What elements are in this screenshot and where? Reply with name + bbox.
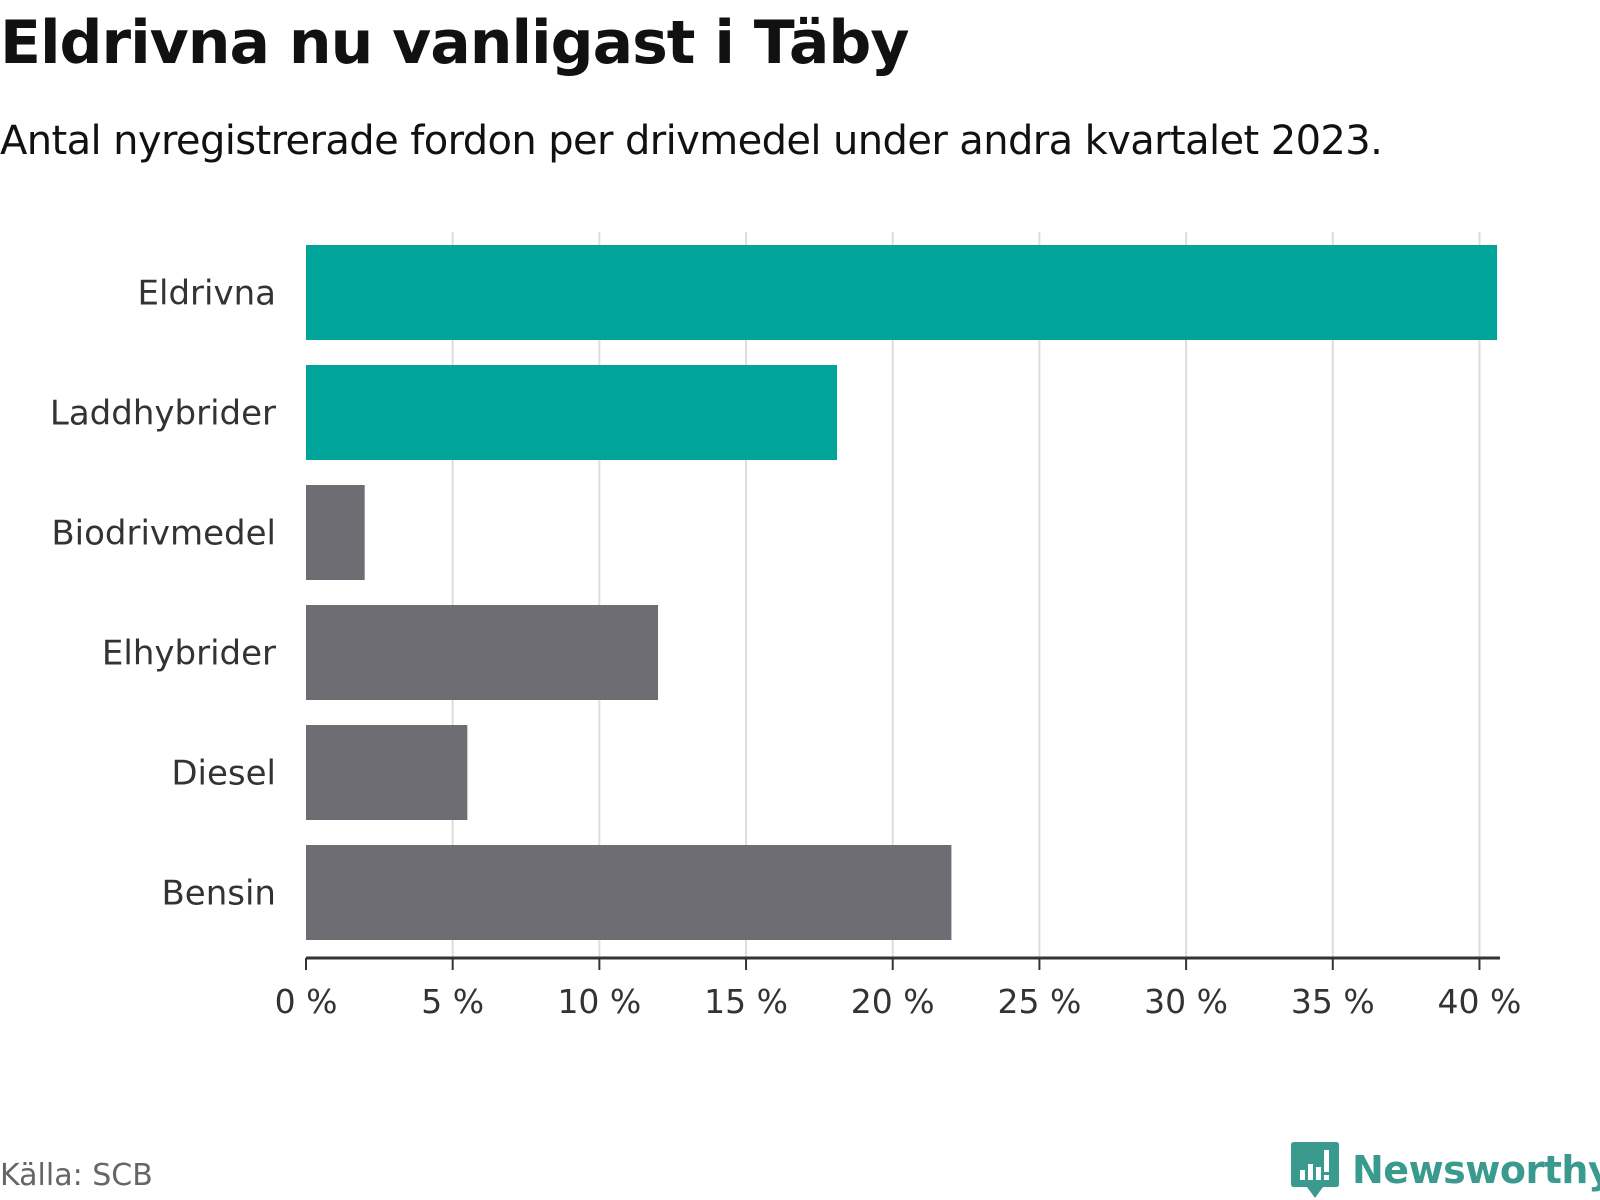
x-tick-label: 20 %: [851, 982, 935, 1021]
category-label: Laddhybrider: [50, 394, 276, 434]
x-tick-label: 0 %: [275, 982, 338, 1021]
x-axis: 0 % 5 % 10 % 15 % 20 % 25 % 30 % 35 % 40 %: [275, 956, 1522, 1021]
brand-logo: Newsworthy: [1290, 1140, 1600, 1200]
brand-name: Newsworthy: [1352, 1148, 1600, 1192]
bar-laddhybrider: [306, 365, 837, 460]
category-label: Diesel: [171, 754, 276, 794]
chart-subtitle: Antal nyregistrerade fordon per drivmede…: [0, 118, 1383, 164]
gridlines: [451, 232, 1481, 958]
bar-bensin: [306, 845, 952, 940]
category-labels: Eldrivna Laddhybrider Biodrivmedel Elhybrid…: [50, 274, 276, 914]
category-label: Elhybrider: [102, 634, 276, 674]
x-tick-label: 15 %: [704, 982, 788, 1021]
newsworthy-logo-icon: [1291, 1142, 1339, 1198]
x-tick-label: 30 %: [1144, 982, 1228, 1021]
source-note: Källa: SCB: [0, 1158, 153, 1193]
x-tick-label: 25 %: [997, 982, 1081, 1021]
x-tick-label: 10 %: [557, 982, 641, 1021]
bars: [306, 245, 1498, 940]
category-label: Eldrivna: [138, 274, 276, 314]
bar-biodrivmedel: [306, 485, 365, 580]
x-tick-label: 40 %: [1438, 982, 1522, 1021]
x-tick-label: 35 %: [1291, 982, 1375, 1021]
bar-eldrivna: [306, 245, 1498, 340]
bar-chart: Eldrivna Laddhybrider Biodrivmedel Elhybrid…: [50, 232, 1522, 1021]
category-label: Bensin: [161, 874, 276, 914]
x-tick-label: 5 %: [421, 982, 484, 1021]
bar-diesel: [306, 725, 468, 820]
bar-elhybrider: [306, 605, 659, 700]
category-label: Biodrivmedel: [51, 514, 276, 554]
chart-title: Eldrivna nu vanligast i Täby: [0, 8, 909, 78]
